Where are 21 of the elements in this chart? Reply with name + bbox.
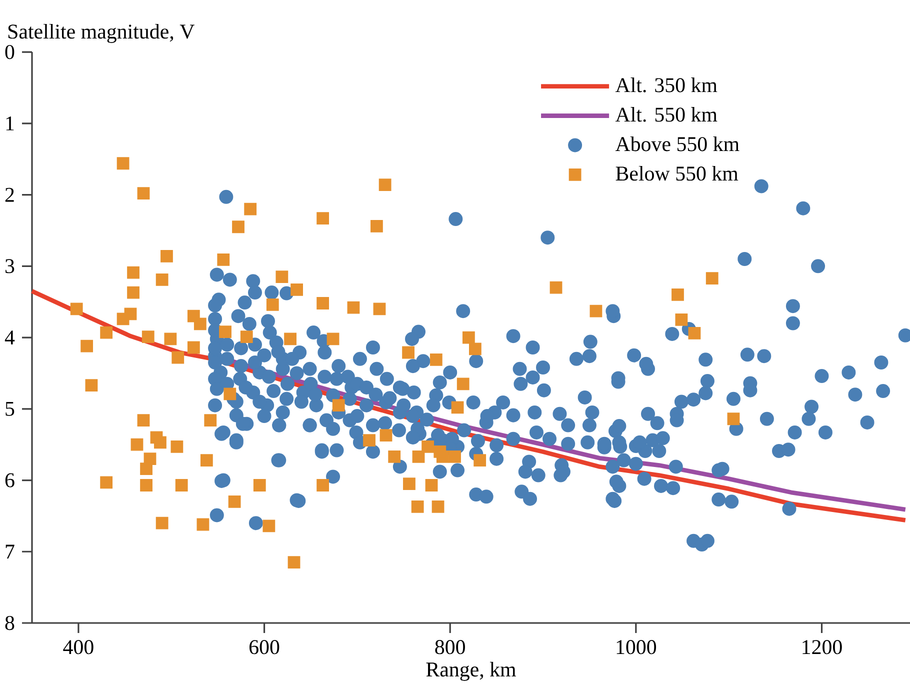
x-tick-label: 600 bbox=[249, 640, 280, 654]
y-tick-label: 4 bbox=[4, 330, 15, 344]
x-tick-label: 1000 bbox=[616, 640, 656, 654]
line-series bbox=[30, 288, 908, 522]
x-axis-title: Range, km bbox=[426, 662, 516, 681]
x-tick-label: 400 bbox=[63, 640, 94, 654]
y-tick-label: 2 bbox=[5, 188, 14, 202]
y-tick-label: 5 bbox=[6, 402, 14, 416]
y-tick-label: 7 bbox=[6, 544, 14, 558]
x-tick-label: 1200 bbox=[802, 640, 842, 654]
y-tick-label: 0 bbox=[5, 44, 14, 60]
legend-label: Alt. 350 km bbox=[615, 78, 718, 92]
legend-label: Alt. 550 km bbox=[615, 107, 718, 122]
y-tick-label: 3 bbox=[6, 259, 14, 274]
y-tick-label: 6 bbox=[5, 473, 14, 488]
y-tick-label: 8 bbox=[5, 616, 14, 630]
legend-label: Above 550 km bbox=[615, 136, 740, 152]
y-axis-title: Satellite magnitude, V bbox=[8, 24, 194, 43]
x-tick-label: 800 bbox=[435, 640, 465, 654]
legend-label: Below 550 km bbox=[616, 166, 738, 181]
y-tick-label: 1 bbox=[6, 116, 14, 130]
